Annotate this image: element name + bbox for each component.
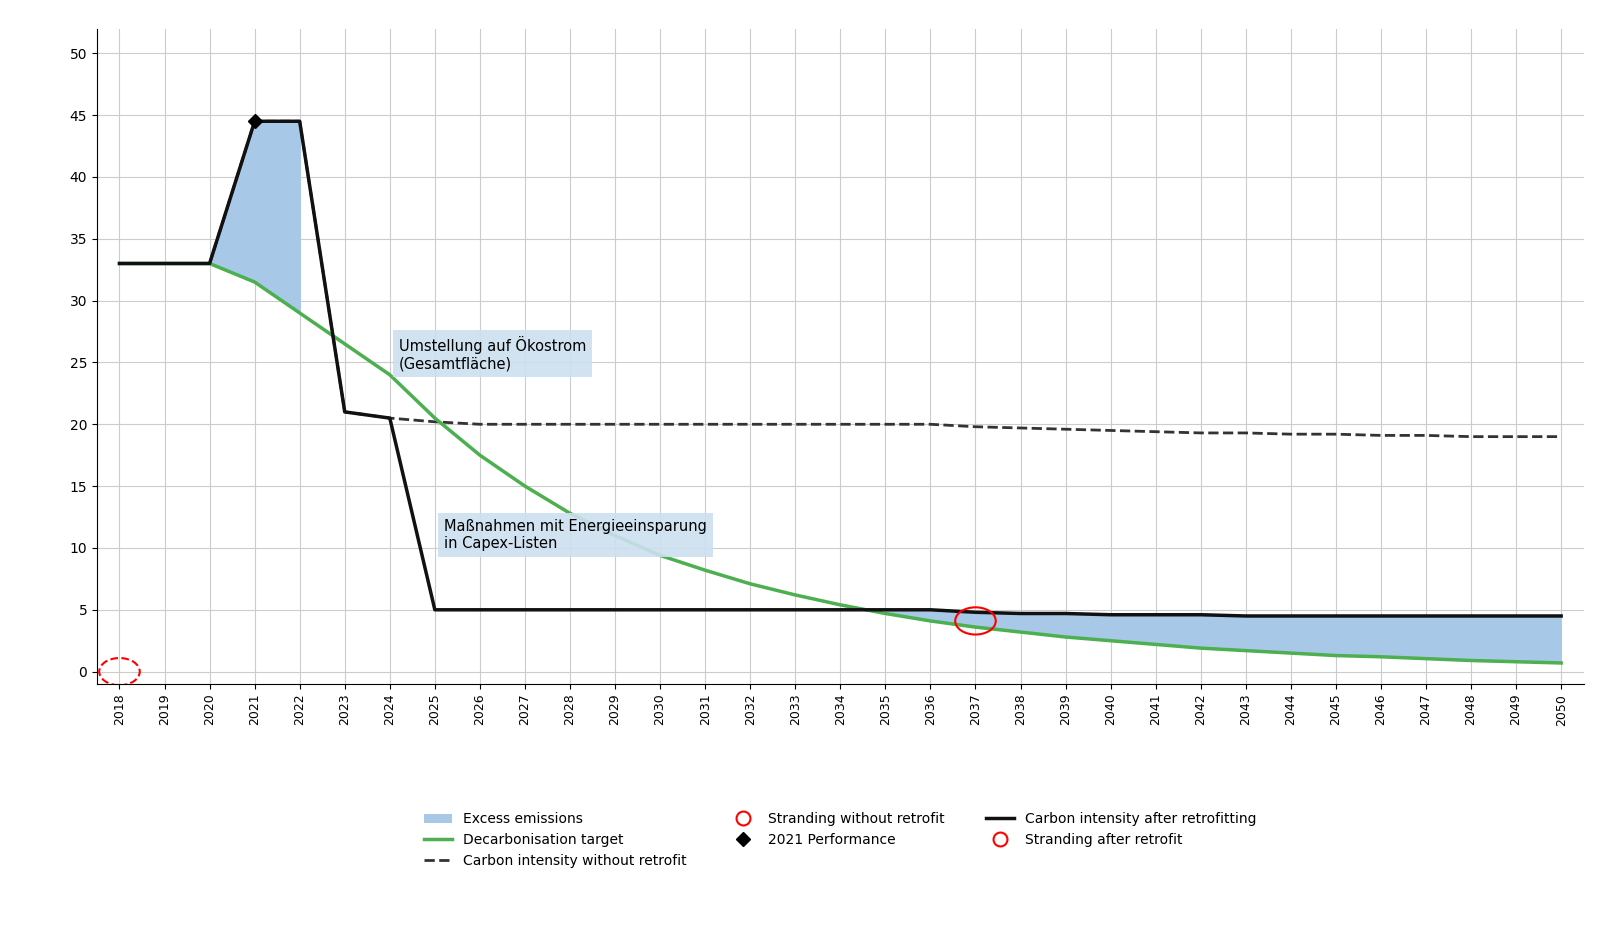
- Text: Umstellung auf Ökostrom
(Gesamtfläche): Umstellung auf Ökostrom (Gesamtfläche): [399, 336, 587, 371]
- Text: Maßnahmen mit Energieeinsparung
in Capex-Listen: Maßnahmen mit Energieeinsparung in Capex…: [444, 519, 706, 551]
- Legend: Excess emissions, Decarbonisation target, Carbon intensity without retrofit, Str: Excess emissions, Decarbonisation target…: [419, 807, 1262, 874]
